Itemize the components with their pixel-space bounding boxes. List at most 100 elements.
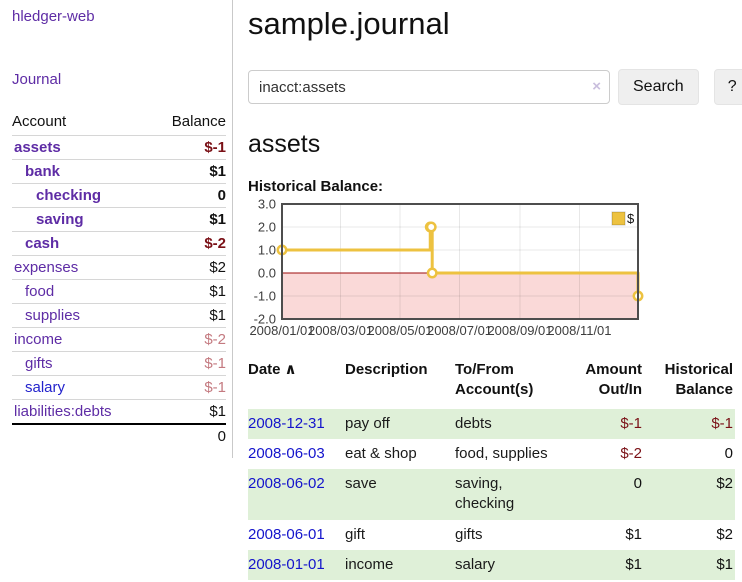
account-link[interactable]: saving bbox=[36, 211, 84, 228]
account-table-header-row: Account Balance bbox=[12, 110, 226, 136]
account-row: gifts $-1 bbox=[12, 351, 226, 376]
account-row: salary $-1 bbox=[12, 375, 226, 400]
account-balance: $2 bbox=[150, 255, 226, 280]
register-row: 2008-06-01 gift gifts $1 $2 bbox=[248, 520, 735, 550]
register-row: 2008-06-03 eat & shop food, supplies $-2 0 bbox=[248, 439, 735, 469]
transaction-balance: 0 bbox=[724, 444, 733, 462]
help-button[interactable]: ? bbox=[713, 69, 742, 105]
transaction-accounts: salary bbox=[455, 555, 496, 573]
transaction-amount: $1 bbox=[625, 555, 642, 573]
x-axis-tick-label: 2008/01/01 bbox=[249, 323, 314, 338]
sort-asc-icon: ∧ bbox=[284, 361, 297, 378]
register-row: 2008-12-31 pay off debts $-1 $-1 bbox=[248, 408, 735, 439]
account-row: cash $-2 bbox=[12, 231, 226, 256]
account-link[interactable]: expenses bbox=[14, 259, 79, 276]
page-title: sample.journal bbox=[248, 6, 450, 41]
transaction-date-link[interactable]: 2008-06-01 bbox=[248, 525, 325, 543]
account-link[interactable]: cash bbox=[25, 235, 60, 252]
x-axis-tick-label: 2008/09/01 bbox=[487, 323, 552, 338]
journal-link[interactable]: Journal bbox=[12, 71, 62, 88]
transaction-balance: $1 bbox=[716, 555, 733, 573]
balance-chart-svg: $3.0 2.0 1.0 0.0 -1.0 -2.02008/01/012008/03/0… bbox=[249, 197, 644, 338]
accounts-column-header: To/From Account(s) bbox=[455, 361, 534, 399]
transaction-amount: $-2 bbox=[620, 444, 642, 462]
transaction-description: gift bbox=[345, 525, 366, 543]
transaction-balance: $2 bbox=[716, 525, 733, 543]
transaction-date-link[interactable]: 2008-01-01 bbox=[248, 555, 325, 573]
account-row: bank $1 bbox=[12, 159, 226, 184]
transaction-description: save bbox=[345, 475, 377, 492]
account-balance: $1 bbox=[150, 279, 226, 304]
x-axis-tick-label: 2008/03/01 bbox=[308, 323, 373, 338]
account-balance: $-2 bbox=[150, 231, 226, 256]
main-content: sample.journal × Search ? assets Histori… bbox=[233, 0, 742, 580]
account-link[interactable]: checking bbox=[36, 187, 102, 204]
x-axis-tick-label: 2008/07/01 bbox=[427, 323, 492, 338]
account-balance: $-1 bbox=[150, 135, 226, 160]
transaction-accounts: food, supplies bbox=[455, 444, 548, 462]
legend-label: $ bbox=[627, 211, 635, 226]
y-axis-tick-label: 0.0 bbox=[258, 266, 276, 281]
account-row: expenses $2 bbox=[12, 255, 226, 280]
transaction-balance: $2 bbox=[716, 475, 733, 492]
transaction-amount: $1 bbox=[625, 525, 642, 543]
y-axis-tick-label: -2.0 bbox=[254, 312, 276, 327]
description-column-header: Description bbox=[345, 361, 428, 378]
account-row: checking 0 bbox=[12, 183, 226, 208]
account-total-row: 0 bbox=[12, 423, 226, 448]
register-row: 2008-06-02 save saving, checking 0 $2 bbox=[248, 469, 735, 520]
transaction-date-link[interactable]: 2008-12-31 bbox=[248, 414, 325, 432]
account-balance: $1 bbox=[150, 399, 226, 424]
transaction-accounts: gifts bbox=[455, 525, 483, 543]
transaction-accounts: debts bbox=[455, 414, 492, 432]
account-balance: $1 bbox=[150, 159, 226, 184]
account-heading: assets bbox=[248, 130, 321, 158]
account-row: assets $-1 bbox=[12, 135, 226, 160]
transaction-accounts: saving, checking bbox=[455, 475, 515, 513]
account-link[interactable]: salary bbox=[25, 379, 66, 396]
data-point-marker bbox=[426, 267, 438, 279]
account-balance: 0 bbox=[150, 183, 226, 208]
account-balance: $1 bbox=[150, 303, 226, 328]
clear-search-icon[interactable]: × bbox=[592, 78, 601, 95]
y-axis-tick-label: 1.0 bbox=[258, 243, 276, 258]
data-point-marker bbox=[425, 221, 437, 233]
app-title-link[interactable]: hledger-web bbox=[12, 8, 95, 25]
sidebar: hledger-web Journal Account Balance asse… bbox=[0, 0, 233, 458]
search-bar: × Search ? bbox=[248, 69, 742, 105]
account-link[interactable]: food bbox=[25, 283, 55, 300]
transaction-date-link[interactable]: 2008-06-02 bbox=[248, 475, 325, 492]
account-link[interactable]: gifts bbox=[25, 355, 53, 372]
date-column-header[interactable]: Date ∧ bbox=[248, 361, 297, 378]
y-axis-tick-label: -1.0 bbox=[254, 289, 276, 304]
account-column-header: Account bbox=[12, 113, 67, 130]
x-axis-tick-label: 2008/11/01 bbox=[547, 323, 611, 338]
balance-column-header: Balance bbox=[171, 113, 226, 130]
account-link[interactable]: liabilities:debts bbox=[14, 403, 112, 420]
x-axis-tick-label: 2008/05/01 bbox=[367, 323, 432, 338]
search-button[interactable]: Search bbox=[618, 69, 699, 105]
transaction-description: pay off bbox=[345, 414, 390, 432]
account-balance-table: Account Balance assets $-1 bank $1 checking 0… bbox=[12, 110, 226, 448]
register-header-row: Date ∧ Description To/From Account(s) Amo… bbox=[248, 358, 735, 409]
register-row: 2008-01-01 income salary $1 $1 bbox=[248, 549, 735, 580]
account-row: liabilities:debts $1 bbox=[12, 399, 226, 424]
account-link[interactable]: supplies bbox=[25, 307, 81, 324]
account-balance: $-2 bbox=[150, 327, 226, 352]
account-row: saving $1 bbox=[12, 207, 226, 232]
account-row: supplies $1 bbox=[12, 303, 226, 328]
account-row: income $-2 bbox=[12, 327, 226, 352]
transaction-date-link[interactable]: 2008-06-03 bbox=[248, 444, 325, 462]
account-link[interactable]: income bbox=[14, 331, 63, 348]
search-input-wrap: × bbox=[248, 70, 610, 104]
account-link[interactable]: assets bbox=[14, 139, 61, 156]
search-input[interactable] bbox=[248, 70, 610, 104]
y-axis-tick-label: 2.0 bbox=[258, 220, 276, 235]
transaction-description: income bbox=[345, 555, 394, 573]
account-link[interactable]: bank bbox=[25, 163, 61, 180]
y-axis-tick-label: 3.0 bbox=[258, 197, 276, 212]
chart-title: Historical Balance: bbox=[248, 178, 384, 195]
balance-column-header: Historical Balance bbox=[664, 361, 733, 399]
account-balance: $-1 bbox=[150, 375, 226, 400]
